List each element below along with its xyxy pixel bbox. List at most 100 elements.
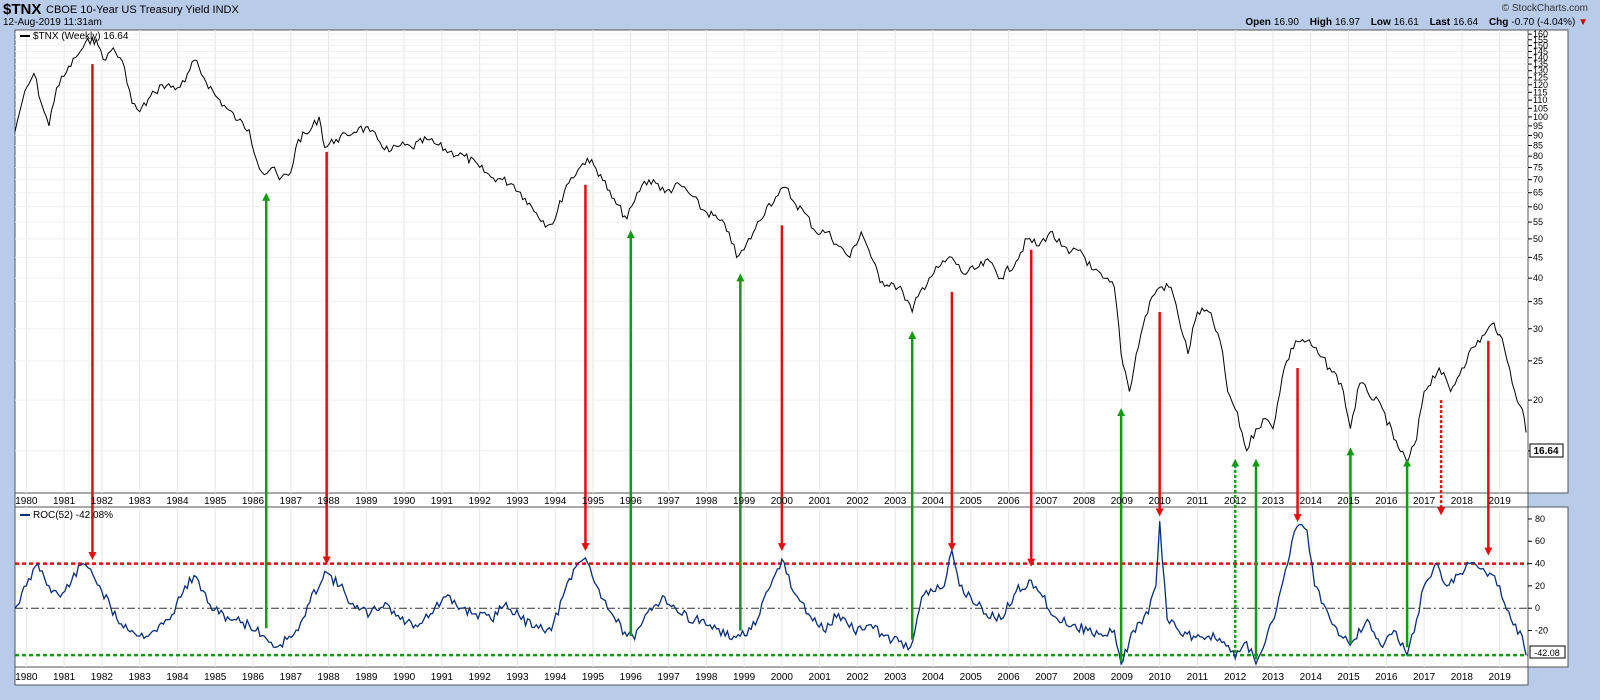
high-value: 16.97 [1334,17,1360,28]
roc-ytick-label: 0 [1535,603,1540,613]
price-ytick-label: 60 [1533,202,1543,212]
chart-header: $TNX CBOE 10-Year US Treasury Yield INDX… [0,0,1600,30]
year-tick-label-top: 1994 [544,496,567,507]
year-tick-label-top: 1982 [91,496,114,507]
year-tick-label-top: 1989 [355,496,378,507]
year-tick-label-bottom: 1998 [695,672,718,683]
year-tick-label-bottom: 2005 [960,672,983,683]
year-tick-label-bottom: 1994 [544,672,567,683]
price-panel [14,29,1529,494]
exchange-label: INDX [212,4,239,16]
year-tick-label-bottom: 2000 [771,672,794,683]
price-ytick-label: 95 [1533,121,1543,131]
price-ytick-label: 30 [1533,324,1543,334]
year-tick-label-top: 2007 [1035,496,1058,507]
roc-ytick-label: 20 [1535,581,1545,591]
year-tick-label-top: 2016 [1375,496,1398,507]
year-tick-label-bottom: 1986 [242,672,265,683]
year-tick-label-top: 2009 [1111,496,1134,507]
year-tick-label-top: 2015 [1337,496,1360,507]
year-tick-label-bottom: 1997 [657,672,680,683]
year-tick-label-bottom: 2015 [1337,672,1360,683]
series-lines [14,35,1527,666]
roc-panel [14,506,1529,668]
year-tick-label-top: 1992 [469,496,492,507]
roc-series-line [14,521,1527,666]
year-tick-label-bottom: 2006 [997,672,1020,683]
price-axis-panel [1527,29,1569,494]
year-tick-label-top: 2001 [809,496,832,507]
price-ytick-label: 125 [1533,73,1548,83]
price-ytick-label: 70 [1533,175,1543,185]
year-tick-label-top: 2014 [1300,496,1323,507]
price-ytick-label: 140 [1533,53,1548,63]
year-tick-label-bottom: 2017 [1413,672,1436,683]
price-ytick-label: 115 [1533,87,1547,97]
price-ytick-label: 75 [1533,163,1543,173]
open-value: 16.90 [1273,17,1299,28]
price-ytick-label: 150 [1533,41,1548,51]
price-ytick-label: 90 [1533,130,1543,140]
year-tick-label-bottom: 2016 [1375,672,1398,683]
year-tick-label-top: 2000 [771,496,794,507]
year-tick-label-top: 1980 [15,496,38,507]
chg-value: -0.70 (-4.04%) [1511,17,1576,28]
year-tick-label-top: 1995 [582,496,605,507]
year-tick-label-top: 1993 [506,496,529,507]
instrument-title: CBOE 10-Year US Treasury Yield [46,4,210,16]
year-tick-label-top: 2004 [922,496,945,507]
roc-ytick-label: 40 [1535,559,1545,569]
year-tick-label-bottom: 1989 [355,672,378,683]
year-tick-label-bottom: 2003 [884,672,907,683]
quote-summary: Open 16.90 High 16.97 Low 16.61 Last 16.64 C… [1245,17,1588,28]
roc-ytick-label: -20 [1535,626,1548,636]
roc-legend: ROC(52) -42.08% [33,510,113,521]
high-label: High [1309,17,1332,28]
signal-arrows [88,64,1493,662]
price-ytick-label: 100 [1533,112,1548,122]
roc-axis-panel [1527,506,1569,668]
year-tick-label-bottom: 2007 [1035,672,1058,683]
low-label: Low [1370,17,1391,28]
year-tick-label-top: 1990 [393,496,416,507]
year-tick-label-top: 2012 [1224,496,1247,507]
year-tick-label-top: 2002 [846,496,869,507]
year-tick-label-bottom: 2004 [922,672,945,683]
year-tick-label-bottom: 1980 [15,672,38,683]
year-tick-label-bottom: 2012 [1224,672,1247,683]
year-tick-label-top: 2019 [1489,496,1512,507]
year-tick-label-top: 1981 [53,496,76,507]
price-ytick-label: 45 [1533,252,1543,262]
year-tick-label-bottom: 2002 [846,672,869,683]
year-tick-label-top: 1984 [166,496,189,507]
brand-label: © StockCharts.com [1501,3,1588,14]
price-series-line [14,35,1527,465]
year-tick-label-bottom: 2011 [1187,672,1209,683]
year-tick-label-bottom: 2001 [809,672,832,683]
low-value: 16.61 [1393,17,1419,28]
year-tick-label-top: 2018 [1451,496,1474,507]
axis-ticks: 1980 1980 1981 1981 1982 1982 1983 1983 1984 1984… [15,29,1548,683]
instrument-name: CBOE 10-Year US Treasury Yield INDX [46,4,239,16]
year-tick-label-top: 2008 [1073,496,1096,507]
year-tick-label-bottom: 2009 [1111,672,1134,683]
price-ytick-label: 130 [1533,66,1548,76]
year-tick-label-bottom: 1983 [129,672,152,683]
year-tick-label-top: 1991 [431,496,454,507]
year-tick-label-top: 1997 [657,496,680,507]
year-tick-label-bottom: 1984 [166,672,189,683]
year-tick-label-top: 1986 [242,496,265,507]
roc-last-value: -42.08 [1534,648,1560,658]
year-tick-label-top: 1996 [620,496,643,507]
year-tick-label-top: 1983 [129,496,152,507]
price-last-tag [1529,443,1564,458]
open-label: Open [1245,17,1271,28]
year-tick-label-top: 2003 [884,496,907,507]
price-legend: $TNX (Weekly) 16.64 [33,31,129,42]
price-ytick-label: 55 [1533,217,1543,227]
year-tick-label-bottom: 1992 [469,672,492,683]
year-tick-label-bottom: 2013 [1262,672,1285,683]
year-tick-label-bottom: 1982 [91,672,114,683]
